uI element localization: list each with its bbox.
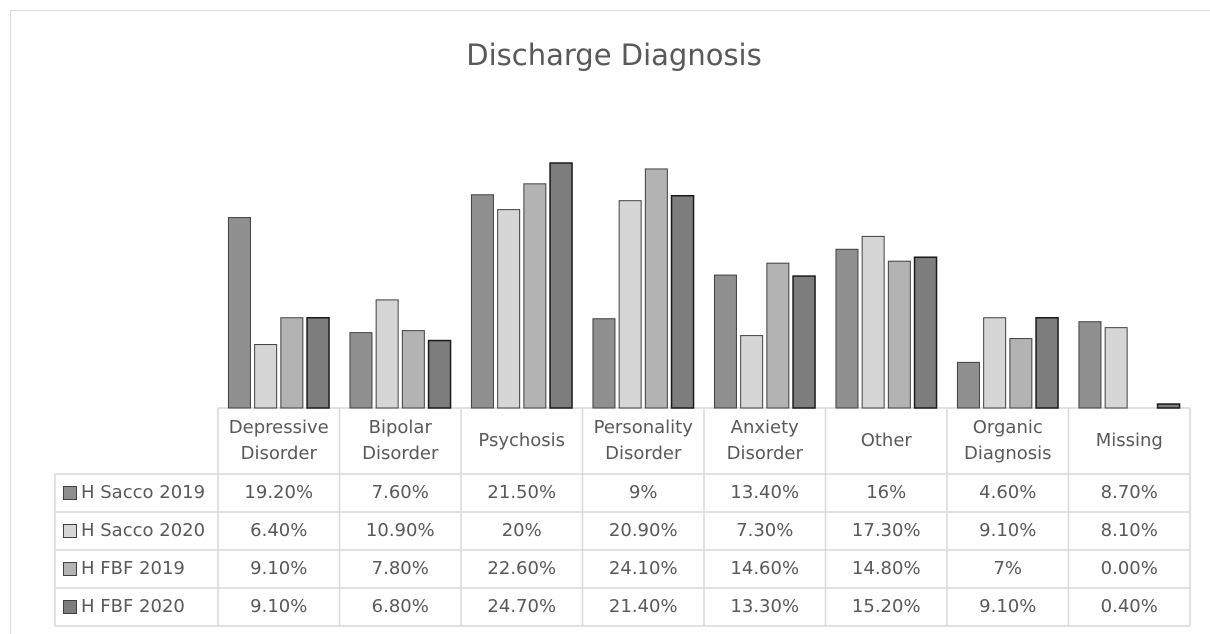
data-label: 24.70% (487, 596, 557, 617)
bar (913, 256, 938, 409)
legend-label: H Sacco 2020 (81, 520, 206, 541)
data-label: 15.20% (851, 596, 921, 617)
legend-label: H Sacco 2019 (81, 482, 206, 503)
data-label: 9.10% (250, 596, 308, 617)
data-label: 20.90% (608, 520, 678, 541)
chart-border (10, 10, 1210, 634)
data-label: 21.40% (608, 596, 678, 617)
category-label: Missing (1095, 430, 1163, 451)
legend-label: H FBF 2019 (81, 558, 185, 579)
legend-key (63, 486, 77, 500)
bar (280, 317, 304, 409)
data-label: 6.40% (250, 520, 308, 541)
data-label: 0.40% (1100, 596, 1158, 617)
category-label: Depressive Disorder (228, 417, 329, 464)
category-label: Other (860, 430, 912, 451)
legend-entry: H FBF 2019 (55, 550, 218, 588)
bar (713, 274, 737, 409)
data-label: 17.30% (851, 520, 921, 541)
bar (861, 235, 885, 409)
bar (227, 217, 251, 409)
data-label: 4.60% (979, 482, 1037, 503)
bar (835, 248, 859, 409)
data-label: 9.10% (250, 558, 308, 579)
data-label: 14.80% (851, 558, 921, 579)
data-label: 21.50% (487, 482, 557, 503)
data-label: 7% (993, 558, 1023, 579)
chart-title: Discharge Diagnosis (466, 38, 762, 72)
bar (401, 330, 425, 409)
category-label: Psychosis (478, 430, 566, 451)
data-label: 13.40% (730, 482, 800, 503)
category-label: Anxiety Disorder (726, 417, 803, 464)
bar (349, 332, 373, 409)
data-label: 8.10% (1100, 520, 1158, 541)
data-label: 7.80% (371, 558, 429, 579)
bar (618, 200, 642, 409)
bar (956, 361, 980, 409)
bar (1104, 327, 1128, 409)
legend-key (63, 600, 77, 614)
data-label: 22.60% (487, 558, 557, 579)
data-label: 24.10% (608, 558, 678, 579)
legend-key (63, 562, 77, 576)
bar (470, 194, 494, 409)
data-label: 9.10% (979, 596, 1037, 617)
bar (592, 318, 616, 409)
data-label: 6.80% (371, 596, 429, 617)
bar (375, 299, 399, 409)
bar (306, 316, 330, 409)
bar (549, 162, 573, 409)
bar (740, 335, 764, 409)
bar (427, 339, 452, 409)
legend-entry: H FBF 2020 (55, 588, 218, 626)
bar (1078, 321, 1102, 409)
data-label: 16% (866, 482, 907, 503)
category-label: Bipolar Disorder (362, 417, 439, 464)
bar (766, 262, 790, 409)
data-label: 13.30% (730, 596, 800, 617)
data-label: 9% (628, 482, 658, 503)
data-label: 20% (501, 520, 542, 541)
bar (1156, 403, 1181, 409)
bar (1035, 316, 1059, 409)
bar (670, 194, 695, 409)
legend-label: H FBF 2020 (81, 596, 185, 617)
bar (887, 260, 911, 409)
data-label: 14.60% (730, 558, 800, 579)
bar (792, 275, 816, 409)
data-label: 10.90% (365, 520, 435, 541)
category-label: Organic Diagnosis (964, 417, 1052, 464)
data-label: 19.20% (244, 482, 314, 503)
bar (983, 317, 1007, 409)
legend-entry: H Sacco 2020 (55, 512, 218, 550)
data-label: 7.30% (736, 520, 794, 541)
bar (1009, 338, 1033, 409)
bar (497, 209, 521, 409)
data-label: 9.10% (979, 520, 1037, 541)
data-label: 8.70% (1100, 482, 1158, 503)
data-label: 0.00% (1100, 558, 1158, 579)
legend-key (63, 524, 77, 538)
data-label: 7.60% (371, 482, 429, 503)
bar (254, 344, 278, 409)
category-label: Personality Disorder (593, 417, 693, 464)
bar (644, 168, 668, 409)
legend-entry: H Sacco 2019 (55, 474, 218, 512)
bar (523, 183, 547, 409)
